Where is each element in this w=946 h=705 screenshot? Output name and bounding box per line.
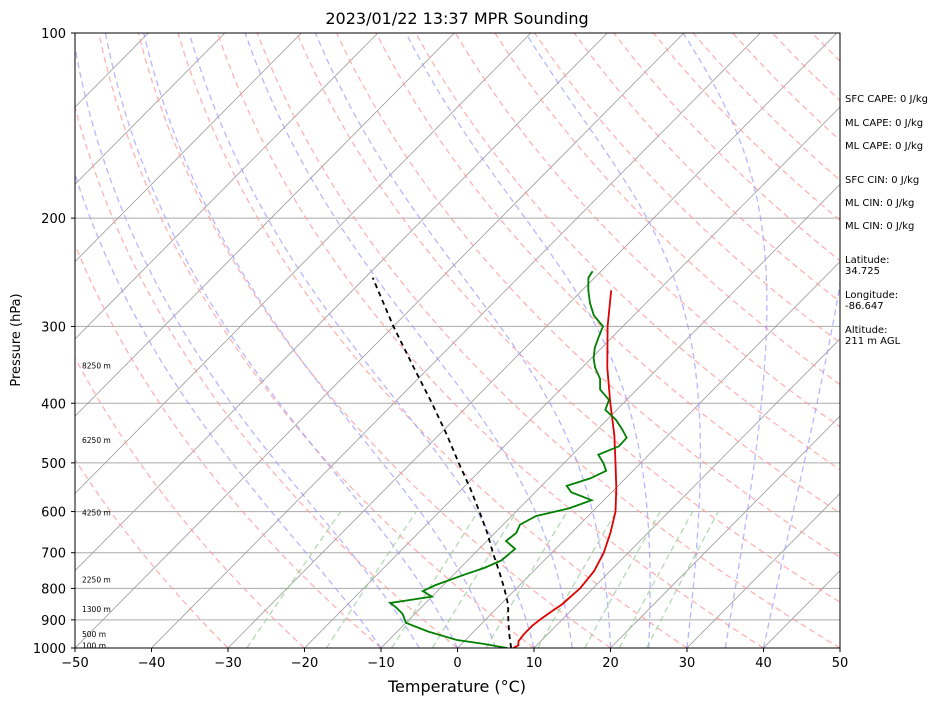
dry-adiabat-line: [98, 33, 535, 648]
x-tick-label: −30: [214, 656, 241, 671]
x-tick-label: −20: [291, 656, 318, 671]
moist-adiabat-line: [762, 280, 840, 648]
x-tick-label: 40: [755, 656, 772, 671]
mixing-ratio-line: [431, 511, 518, 648]
longitude-text: Longitude: -86.647: [845, 290, 899, 312]
y-tick-label: 900: [41, 614, 66, 629]
mixing-ratio-line: [246, 511, 342, 648]
dry-adiabat-line: [75, 356, 305, 648]
isotherm-line: [457, 261, 840, 648]
mixing-ratio-line: [537, 511, 617, 648]
chart-title: 2023/01/22 13:37 MPR Sounding: [325, 9, 588, 28]
isotherm-line: [75, 33, 685, 648]
isotherm-line: [151, 33, 761, 648]
isotherm-line: [610, 415, 840, 648]
y-axis-label: Pressure (hPa): [9, 293, 24, 386]
y-tick-label: 700: [41, 547, 66, 562]
y-tick-label: 800: [41, 582, 66, 597]
isotherm-line: [304, 106, 840, 648]
moist-adiabat-line: [188, 33, 535, 648]
latitude-text: Latitude: 34.725: [845, 255, 890, 277]
ml-cin-text-2: ML CIN: 0 J/kg: [845, 221, 915, 232]
moist-adiabat-line: [525, 33, 702, 648]
height-label: 1300 m: [82, 605, 111, 614]
dry-adiabat-line: [216, 33, 764, 648]
mixing-ratio-line: [325, 511, 417, 648]
x-tick-label: 10: [526, 656, 543, 671]
height-label: 4250 m: [82, 508, 111, 517]
moist-adiabat-line: [314, 33, 612, 648]
x-tick-label: −10: [367, 656, 394, 671]
moist-adiabat-line: [143, 33, 497, 648]
moist-adiabat-line: [75, 172, 382, 648]
mixing-ratio-line: [618, 511, 694, 648]
profile-series: [371, 270, 628, 648]
parcel-profile-line: [371, 277, 512, 648]
height-label: 8250 m: [82, 362, 111, 371]
x-axis-label: Temperature (°C): [387, 677, 526, 696]
dry-adiabat-line: [335, 33, 840, 558]
moist-adiabat-line: [405, 33, 651, 648]
sfc-cape-text: SFC CAPE: 0 J/kg: [845, 94, 928, 105]
sfc-cin-text: SFC CIN: 0 J/kg: [845, 175, 920, 186]
moist-adiabat-line: [244, 33, 573, 648]
x-axis-ticks: −50 −40 −30 −20 −10 0 10 20 30 40 50: [61, 648, 848, 671]
isotherm-line: [380, 183, 840, 648]
isotherm-line: [686, 492, 840, 648]
isotherm-line: [75, 33, 226, 185]
dry-adiabat-line: [494, 33, 840, 386]
x-tick-label: 50: [832, 656, 849, 671]
isotherm-line: [75, 33, 532, 495]
dewpoint-profile-line: [388, 270, 628, 648]
y-tick-label: 500: [41, 457, 66, 472]
mixing-ratio-line: [584, 511, 661, 648]
y-tick-label: 300: [41, 320, 66, 335]
height-label: 6250 m: [82, 436, 111, 445]
moist-adiabat-line: [104, 33, 459, 648]
x-tick-label: 0: [453, 656, 461, 671]
dry-adiabat-line: [75, 458, 229, 648]
y-axis-ticks: 100 200 300 400 500 600 700 800 900 1000: [33, 27, 75, 657]
ml-cape-text-2: ML CAPE: 0 J/kg: [845, 141, 924, 152]
isotherm-line: [75, 33, 455, 417]
y-tick-label: 600: [41, 506, 66, 521]
x-tick-label: 20: [602, 656, 619, 671]
dry-adiabat-line: [75, 104, 458, 648]
ml-cape-text: ML CAPE: 0 J/kg: [845, 118, 924, 129]
isotherm-line: [227, 33, 838, 648]
y-tick-label: 100: [41, 27, 66, 42]
background-lines: [75, 33, 946, 648]
dry-adiabat-line: [75, 243, 382, 648]
dry-adiabat-line: [137, 33, 611, 648]
dry-adiabat-line: [573, 33, 840, 303]
dry-adiabat-line: [256, 33, 840, 648]
dry-adiabat-line: [375, 33, 840, 514]
isotherm-line: [75, 33, 302, 263]
isotherm-line: [533, 338, 840, 648]
height-labels: 100 m 500 m 1300 m 2250 m 4250 m 6250 m 8250 m: [82, 362, 111, 651]
isotherm-line: [75, 33, 379, 340]
dry-adiabat-line: [534, 33, 840, 344]
x-tick-label: 30: [679, 656, 696, 671]
height-label: 500 m: [82, 630, 106, 639]
y-tick-label: 200: [41, 212, 66, 227]
height-label: 2250 m: [82, 575, 111, 584]
height-label: 100 m: [82, 641, 106, 650]
y-tick-label: 1000: [33, 642, 66, 657]
temperature-profile-line: [512, 290, 618, 648]
moist-adiabat-line: [75, 43, 420, 648]
dry-adiabat-line: [296, 33, 840, 603]
isotherm-line: [75, 33, 608, 572]
dry-adiabat-line: [931, 33, 946, 648]
mixing-ratio-line: [646, 511, 719, 648]
y-tick-label: 400: [41, 397, 66, 412]
mixing-ratio-line: [485, 511, 568, 648]
moist-adiabat-line: [682, 33, 768, 648]
dry-adiabat-line: [177, 33, 688, 648]
x-tick-label: −50: [61, 656, 88, 671]
ml-cin-text: ML CIN: 0 J/kg: [845, 198, 915, 209]
x-tick-label: −40: [138, 656, 165, 671]
altitude-text: Altitude: 211 m AGL: [845, 325, 901, 347]
